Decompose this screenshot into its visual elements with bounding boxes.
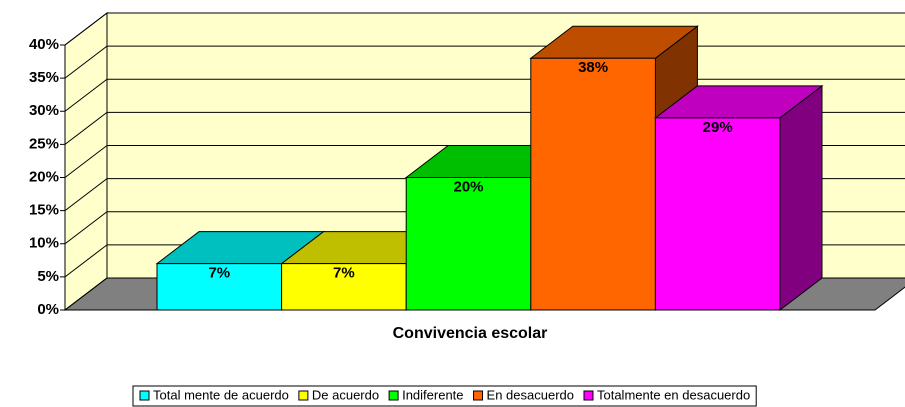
y-tick-label: 25% [29,135,59,152]
grid-line [64,145,108,178]
value-label: 7% [208,265,230,282]
legend-swatch [473,390,484,401]
legend-label: En desacuerdo [487,387,574,402]
grid-line [64,111,108,145]
grid-line [64,277,108,311]
value-label: 29% [703,119,733,136]
value-label: 7% [333,265,355,282]
legend-label: Total mente de acuerdo [153,387,289,402]
legend-label: Indiferente [402,387,463,402]
bar [405,177,532,311]
x-axis-label: Convivencia escolar [393,325,548,342]
bar [281,263,407,311]
bar [530,57,656,311]
bar [654,117,781,311]
y-tick-label: 10% [29,235,59,252]
grid-line [64,178,108,212]
y-tick-label: 40% [29,36,59,53]
legend-box [132,385,757,407]
y-tick-label: 5% [37,268,59,285]
legend-swatch [583,390,594,401]
legend: Total mente de acuerdo De acuerdo Indifere… [132,385,757,407]
grid-line [64,244,108,278]
grid-line [64,45,108,79]
legend-label: De acuerdo [312,387,379,402]
bar [156,263,283,311]
legend-swatch [139,390,150,401]
bar-side [779,84,823,312]
value-label: 20% [453,178,483,195]
grid-line [64,12,108,46]
y-tick-label: 30% [29,102,59,119]
y-tick-label: 35% [29,69,59,86]
y-tick-label: 15% [29,202,59,219]
grid-line [64,211,108,245]
y-tick-label: 20% [29,168,59,185]
legend-swatch [388,390,399,401]
legend-label: Totalmente en desacuerdo [597,387,750,402]
y-tick-label: 0% [37,301,59,318]
grid-line [64,78,108,112]
value-label: 38% [578,59,608,76]
legend-swatch [298,390,309,401]
